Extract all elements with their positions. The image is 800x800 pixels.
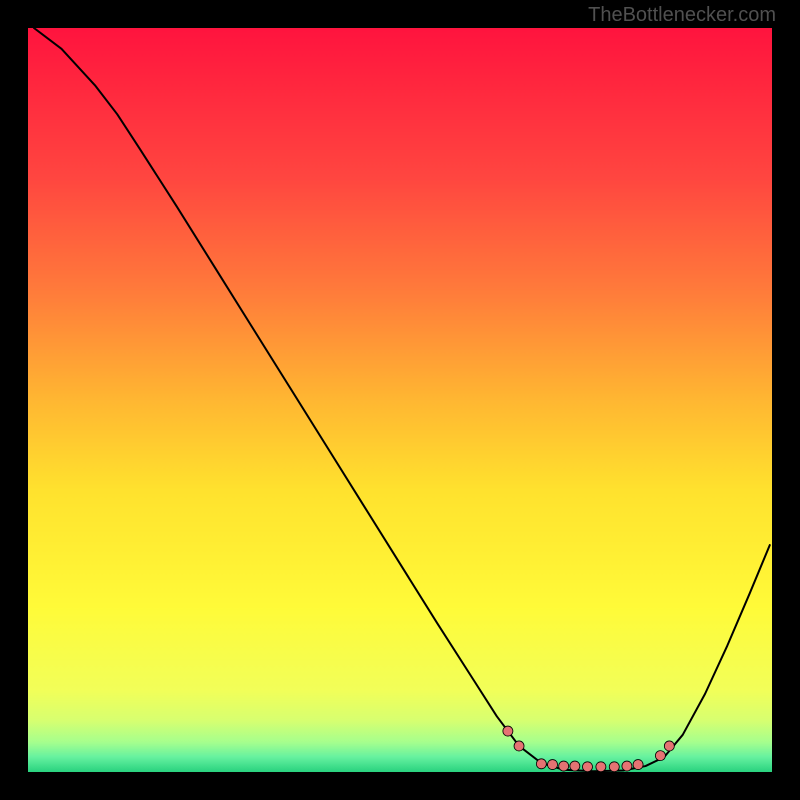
bottleneck-curve <box>34 28 770 771</box>
chart-overlay <box>28 28 772 772</box>
data-marker <box>503 726 513 736</box>
data-marker <box>570 761 580 771</box>
data-marker <box>596 762 606 772</box>
data-marker <box>582 762 592 772</box>
data-marker <box>536 759 546 769</box>
data-marker <box>548 760 558 770</box>
data-marker <box>609 762 619 772</box>
data-marker <box>633 760 643 770</box>
data-marker <box>622 761 632 771</box>
data-marker <box>655 751 665 761</box>
attribution-text: TheBottlenecker.com <box>588 4 776 27</box>
chart-plot-area <box>28 28 772 772</box>
data-marker <box>514 741 524 751</box>
data-marker <box>664 741 674 751</box>
data-marker <box>559 761 569 771</box>
